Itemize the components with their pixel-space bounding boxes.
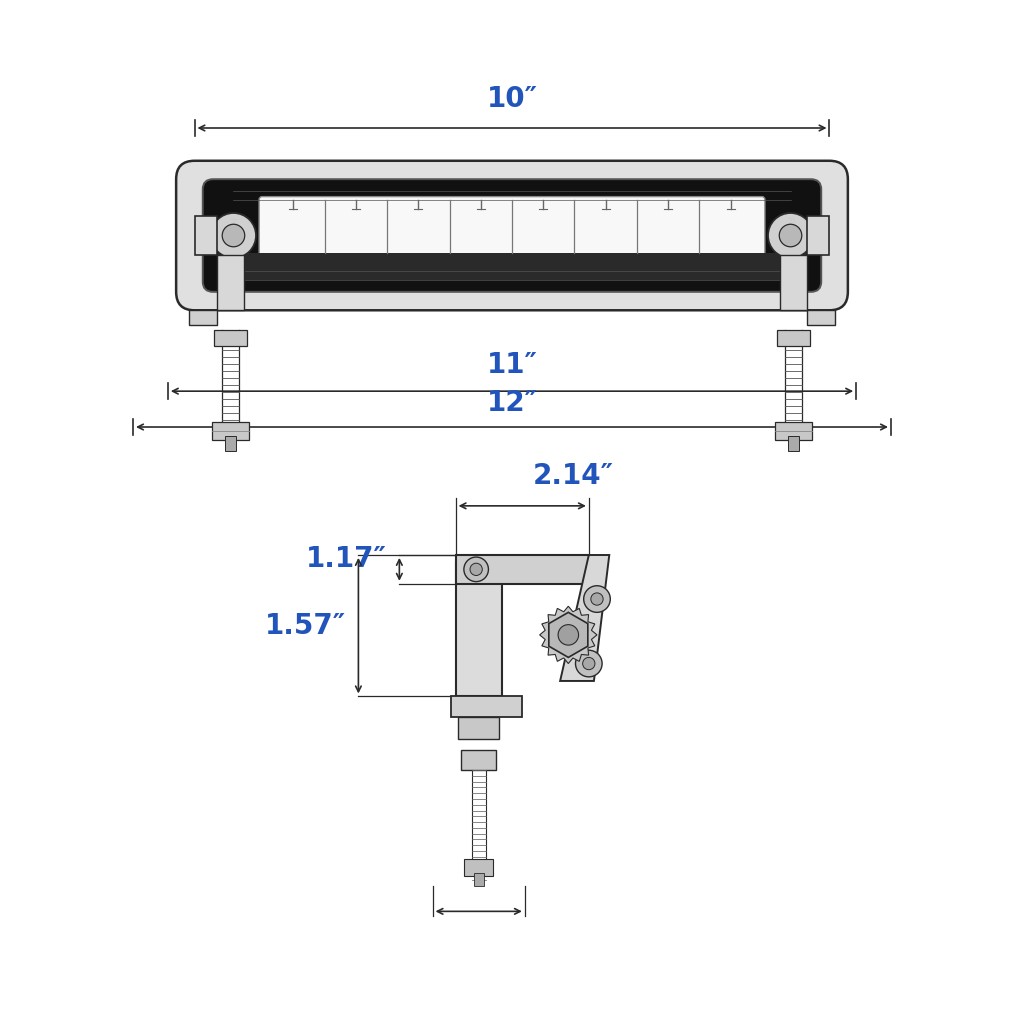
Polygon shape xyxy=(560,555,609,681)
Bar xyxy=(195,216,217,255)
Polygon shape xyxy=(540,606,597,664)
Polygon shape xyxy=(549,612,588,657)
Polygon shape xyxy=(217,255,244,310)
Bar xyxy=(465,859,494,876)
Circle shape xyxy=(584,586,610,612)
Text: 10″: 10″ xyxy=(486,85,538,113)
Text: FLASH: FLASH xyxy=(784,216,793,245)
Bar xyxy=(788,436,799,451)
Bar xyxy=(807,216,829,255)
Bar xyxy=(473,873,484,886)
Text: FLASH: FLASH xyxy=(231,216,240,245)
Circle shape xyxy=(591,593,603,605)
Polygon shape xyxy=(780,255,807,310)
Bar xyxy=(461,750,497,770)
Circle shape xyxy=(211,213,256,258)
Text: 2.14″: 2.14″ xyxy=(532,463,614,490)
Bar xyxy=(214,330,247,346)
Circle shape xyxy=(222,224,245,247)
FancyBboxPatch shape xyxy=(259,197,765,256)
Bar xyxy=(777,330,810,346)
FancyBboxPatch shape xyxy=(203,179,821,292)
Bar xyxy=(451,696,522,717)
Circle shape xyxy=(464,557,488,582)
Text: 11″: 11″ xyxy=(486,351,538,379)
Circle shape xyxy=(575,650,602,677)
Bar xyxy=(189,310,217,325)
Circle shape xyxy=(558,625,579,645)
Text: 1.17″: 1.17″ xyxy=(306,545,387,573)
Bar xyxy=(225,436,236,451)
Circle shape xyxy=(470,563,482,575)
Circle shape xyxy=(779,224,802,247)
Bar xyxy=(459,717,500,739)
Text: 12″: 12″ xyxy=(486,389,538,417)
Bar xyxy=(212,422,249,440)
FancyBboxPatch shape xyxy=(176,161,848,310)
Bar xyxy=(456,555,589,584)
Bar xyxy=(775,422,812,440)
Bar xyxy=(218,253,806,280)
Bar xyxy=(456,563,502,696)
Circle shape xyxy=(768,213,813,258)
Text: 1.57″: 1.57″ xyxy=(265,611,346,640)
Circle shape xyxy=(583,657,595,670)
Bar xyxy=(807,310,835,325)
